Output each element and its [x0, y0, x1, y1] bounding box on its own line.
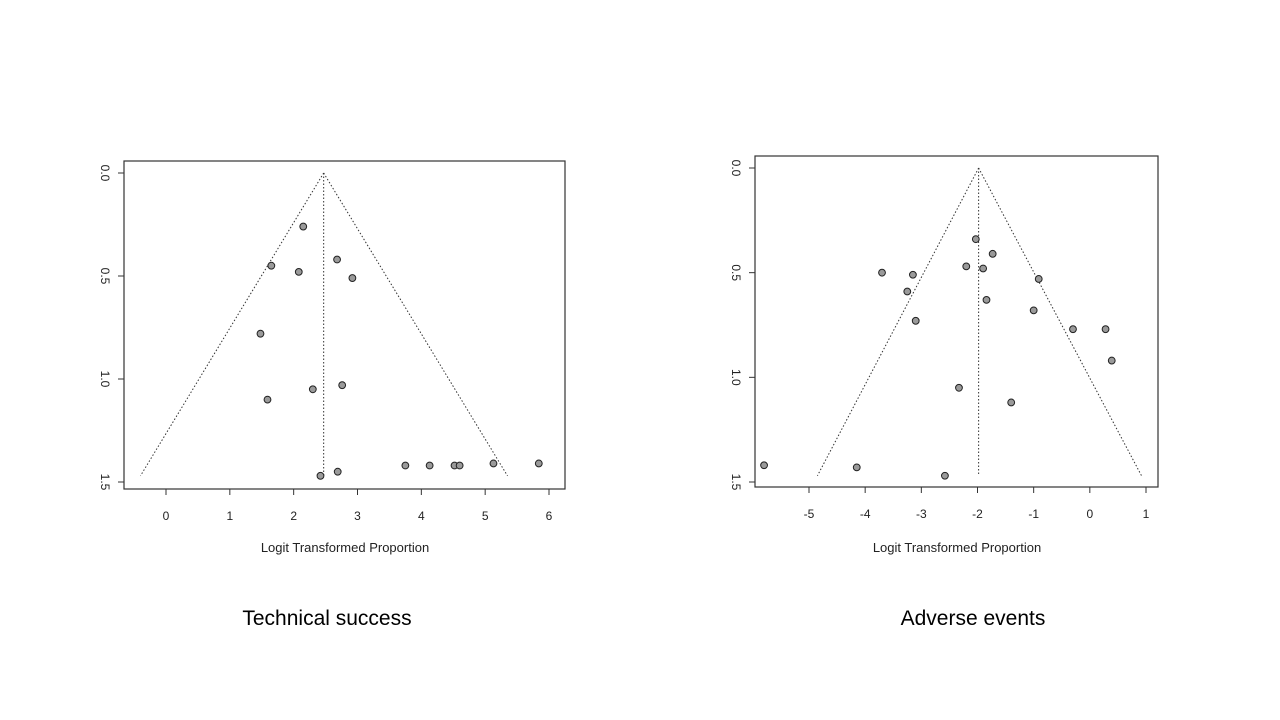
ae-point-1 — [988, 249, 997, 258]
ae-point-0 — [971, 235, 980, 244]
tech-x-axis-label: Logit Transformed Proportion — [261, 540, 429, 555]
tech-point-1 — [267, 261, 276, 270]
tech-point-15 — [489, 459, 498, 468]
ae-x-tick-label-0: -5 — [804, 507, 815, 521]
tech-point-5 — [256, 329, 265, 338]
tech-plot-frame — [123, 160, 566, 490]
ae-point-2 — [878, 268, 886, 277]
tech-x-tick-label-3: 3 — [354, 509, 361, 523]
ae-point-9 — [1029, 306, 1038, 315]
ae-point-8 — [982, 295, 991, 304]
tech-point-16 — [534, 459, 543, 468]
tech-y-tick-label-2: 1.0 — [98, 371, 112, 388]
ae-point-12 — [1101, 325, 1110, 334]
ae-x-tick-label-3: -2 — [972, 507, 983, 521]
ae-funnel-right — [978, 167, 1142, 476]
ae-point-7 — [903, 287, 912, 296]
ae-x-tick-label-6: 1 — [1143, 507, 1150, 521]
ae-point-11 — [1069, 325, 1077, 334]
tech-point-14 — [455, 461, 464, 470]
ae-point-13 — [1107, 356, 1116, 365]
tech-y-tick-label-3: 1.5 — [98, 474, 112, 491]
ae-x-axis-label: Logit Transformed Proportion — [873, 540, 1041, 555]
tech-point-9 — [316, 471, 325, 480]
tech-x-tick-label-5: 5 — [482, 509, 489, 523]
ae-plot-frame — [754, 155, 1159, 488]
tech-point-7 — [338, 381, 347, 390]
tech-y-tick-label-1: 0.5 — [98, 268, 112, 285]
tech-point-6 — [308, 385, 317, 394]
tech-point-11 — [401, 461, 410, 470]
ae-x-tick-label-1: -4 — [860, 507, 871, 521]
ae-y-tick-label-0: 0.0 — [729, 160, 743, 177]
tech-point-2 — [294, 267, 303, 276]
ae-point-5 — [979, 264, 988, 273]
ae-plot: -5 -4 -3 -2 -1 0 1 0.0 0.5 1.0 1.5 Logit Transforme… — [729, 155, 1159, 555]
ae-point-3 — [909, 270, 917, 279]
tech-point-12 — [425, 461, 434, 470]
tech-point-0 — [299, 222, 308, 231]
ae-point-16 — [760, 461, 768, 470]
ae-point-6 — [1034, 275, 1043, 283]
ae-y-tick-label-1: 0.5 — [729, 264, 743, 281]
tech-x-tick-label-2: 2 — [290, 509, 297, 523]
ae-x-tick-label-2: -3 — [916, 507, 927, 521]
tech-point-8 — [263, 395, 272, 404]
tech-x-tick-label-6: 6 — [546, 509, 553, 523]
ae-point-4 — [962, 262, 971, 271]
tech-y-tick-label-0: 0.0 — [98, 165, 112, 182]
caption-technical-success: Technical success — [242, 607, 412, 630]
tech-point-4 — [348, 274, 357, 282]
ae-funnel-left — [816, 167, 980, 476]
tech-x-tick-label-4: 4 — [418, 509, 425, 523]
tech-funnel-right — [323, 172, 508, 477]
ae-point-18 — [941, 471, 949, 480]
tech-funnel-left — [140, 172, 325, 477]
tech-point-10 — [333, 467, 342, 476]
ae-y-tick-label-2: 1.0 — [729, 369, 743, 386]
ae-point-10 — [911, 316, 920, 325]
ae-point-15 — [1007, 398, 1016, 407]
ae-x-tick-label-4: -1 — [1028, 507, 1039, 521]
ae-point-14 — [955, 383, 963, 392]
caption-adverse-events: Adverse events — [900, 607, 1046, 630]
tech-plot: 0 1 2 3 4 5 6 0.0 0.5 1.0 1.5 Logit Transformed Pro… — [98, 160, 566, 555]
tech-x-tick-label-0: 0 — [163, 509, 170, 523]
ae-point-17 — [852, 463, 861, 472]
tech-point-3 — [333, 255, 341, 264]
ae-x-tick-label-5: 0 — [1086, 507, 1093, 521]
ae-y-tick-label-3: 1.5 — [729, 474, 743, 491]
tech-x-tick-label-1: 1 — [226, 509, 233, 523]
